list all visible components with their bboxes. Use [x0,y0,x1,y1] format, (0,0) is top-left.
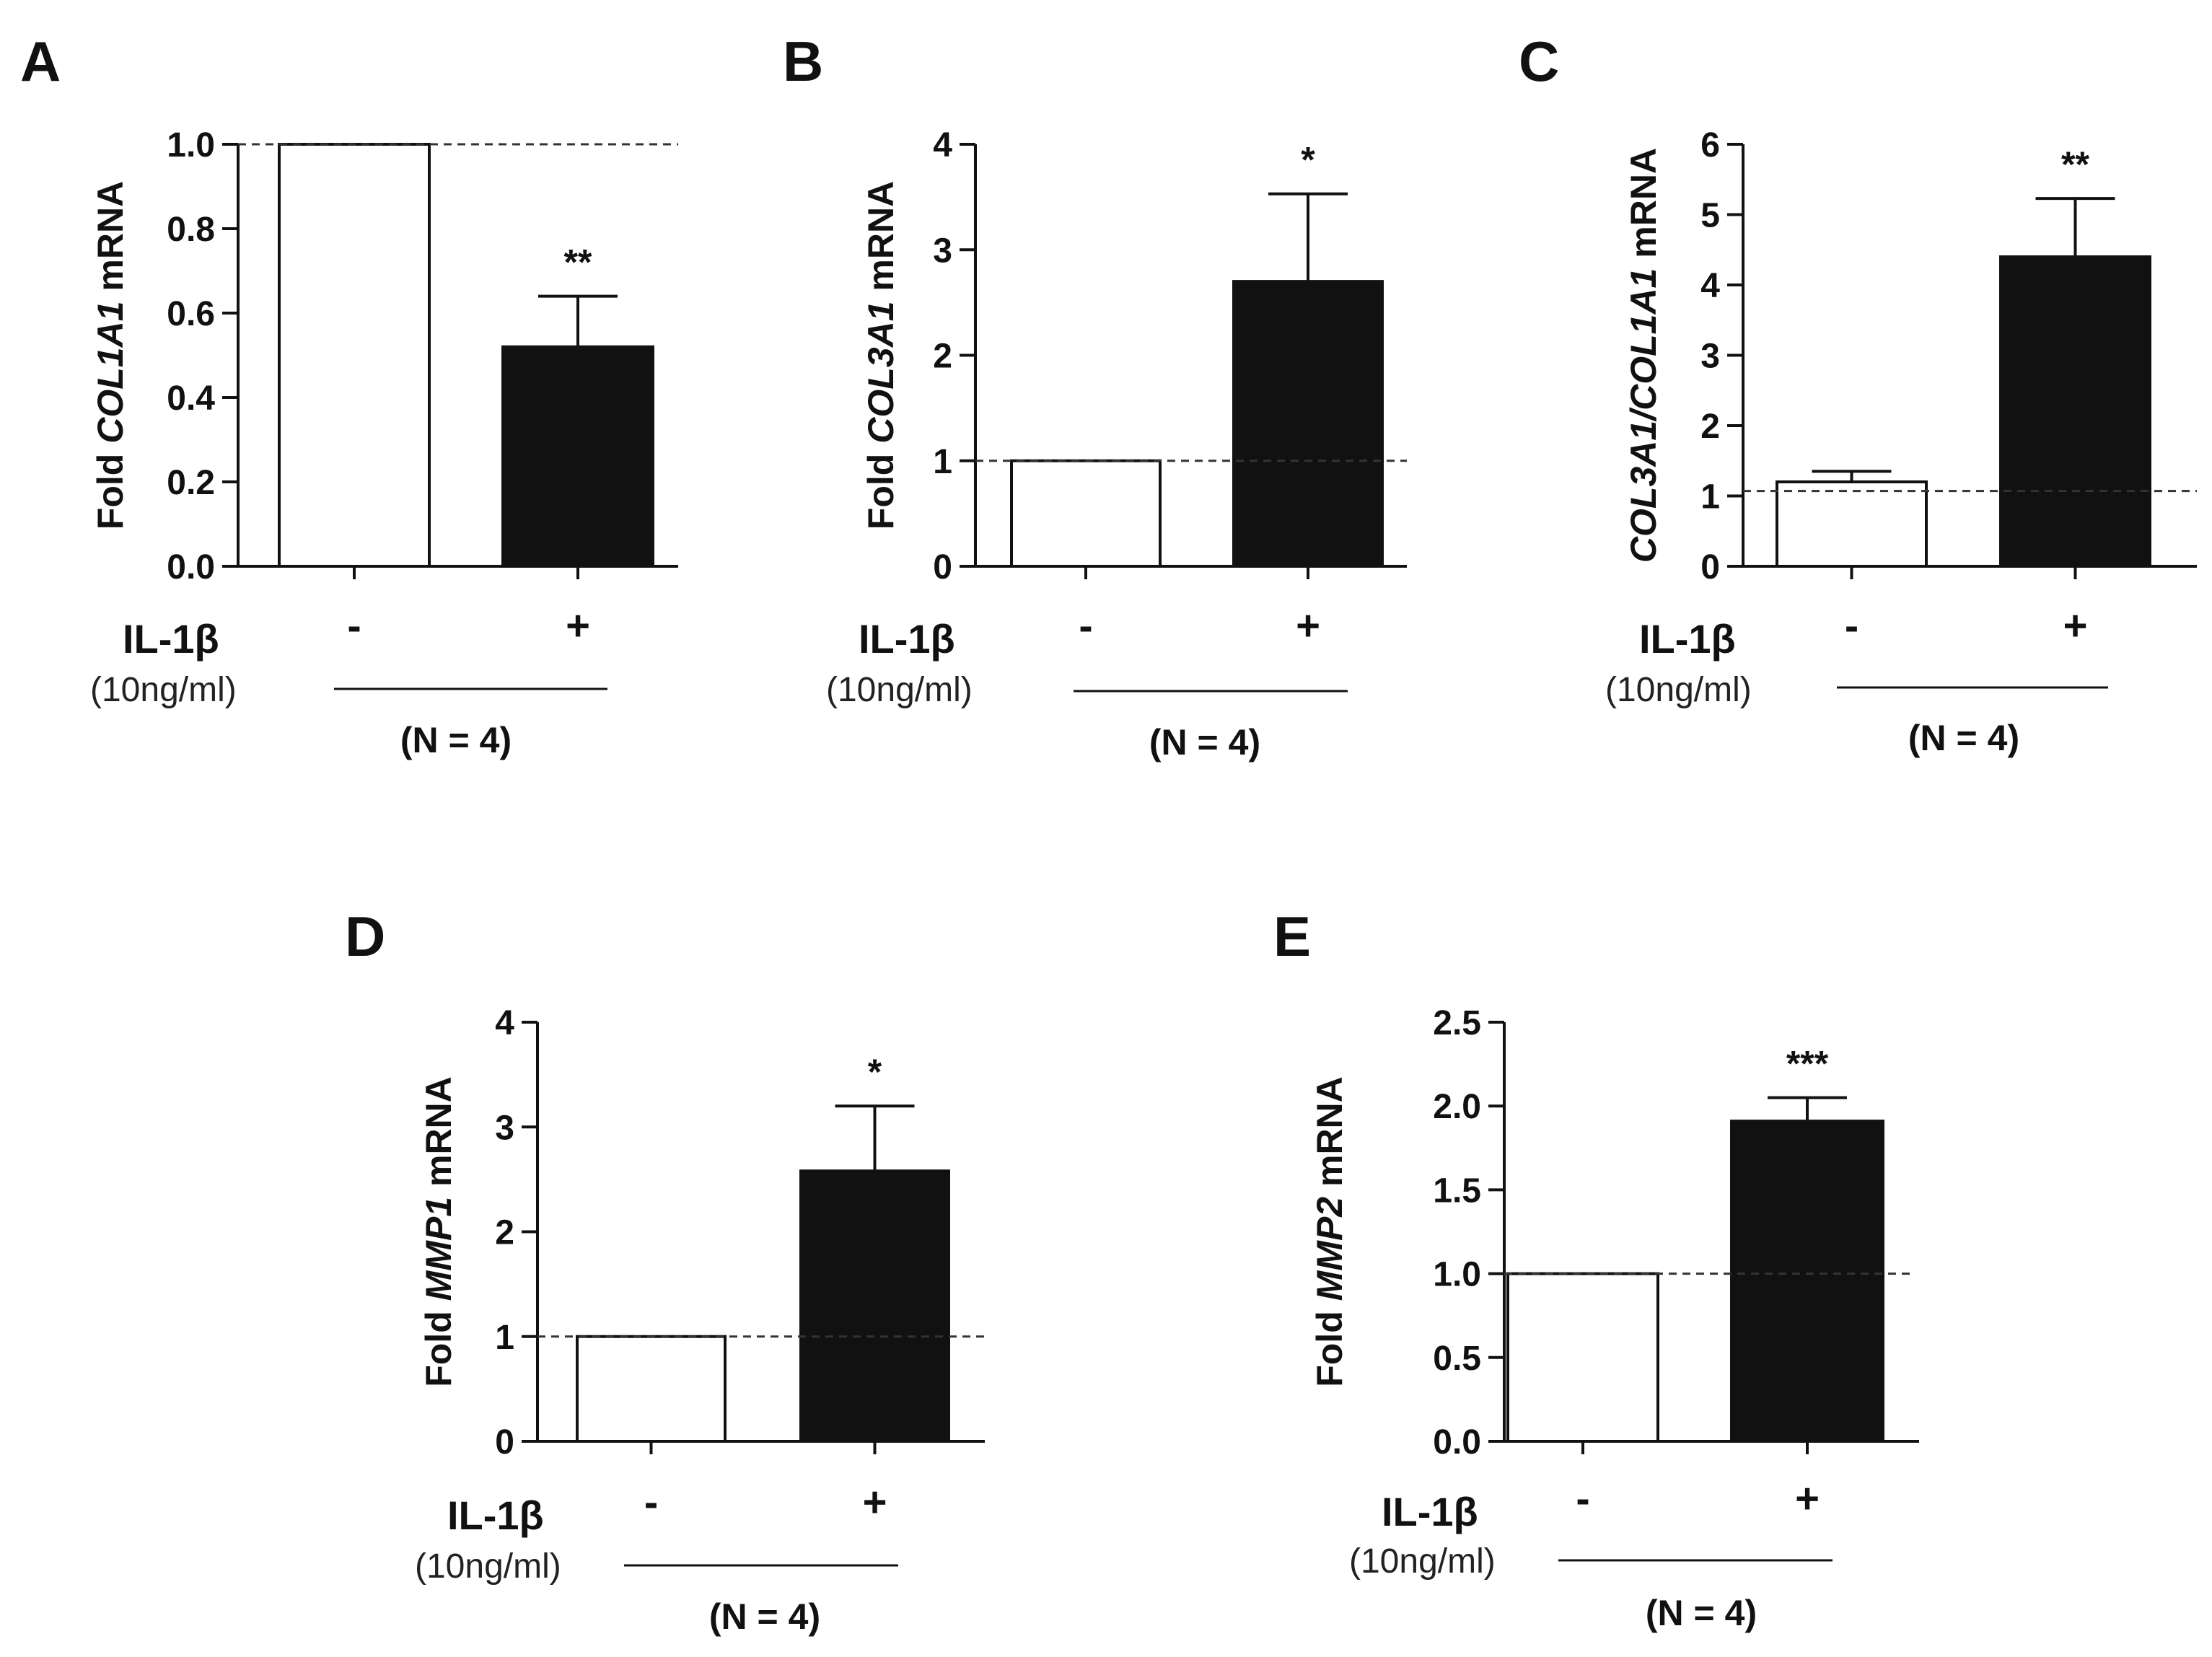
y-tick-label: 2 [1700,408,1720,446]
treatment-label: IL-1β [123,616,219,662]
category-label: + [1795,1475,1820,1522]
category-label: - [347,602,361,649]
sample-size-label: (N = 4) [400,720,512,760]
panel-letter: D [345,905,385,968]
category-label: - [1079,602,1092,649]
y-tick-label: 2 [933,338,952,376]
y-tick-label: 1 [1700,478,1720,517]
category-label: + [566,602,590,649]
treatment-label: IL-1β [1382,1489,1478,1534]
y-tick-label: 0.0 [1433,1423,1481,1462]
bar-control [1506,1272,1659,1443]
panel-letter: A [20,30,61,93]
treatment-label: IL-1β [1639,616,1736,662]
category-label: + [863,1479,887,1526]
sample-size-label: (N = 4) [1149,722,1260,762]
y-tick-label: 2.5 [1433,1004,1481,1042]
bar-il1b [799,1169,950,1443]
bar-control [1776,480,1928,568]
y-tick-label: 0.5 [1433,1340,1481,1378]
y-tick-label: 0 [1700,548,1720,586]
y-tick-label: 0 [933,548,952,586]
y-tick-label: 4 [933,126,952,164]
chart-panel-b: B 0 1 2 3 4 * Fold COL3A1 mRNA - + IL-1β (10ng/ml) (… [783,30,1407,762]
y-tick-label: 0.6 [167,295,215,333]
bar-il1b [501,345,654,568]
category-label: - [1845,602,1858,649]
treatment-label: IL-1β [859,616,955,662]
y-axis-label-part: MMP1 [418,1197,459,1301]
panel-letter: E [1273,905,1311,968]
y-tick-label: 3 [933,232,952,270]
y-tick-label: 4 [1700,267,1720,305]
chart-panel-a: A 0.0 0.2 0.4 0.6 0.8 1.0 ** Fold COL1A1 mRNA - + I… [20,30,678,760]
y-axis-label-part: MMP2 [1309,1197,1350,1301]
y-axis-label: Fold COL3A1 mRNA [861,181,901,529]
y-tick-label: 0.4 [167,379,215,418]
y-tick-label: 0.8 [167,211,215,249]
significance-label: * [868,1052,882,1092]
sample-size-label: (N = 4) [1908,718,2019,758]
y-tick-label: 1.0 [1433,1256,1481,1294]
y-tick-label: 1.0 [167,126,215,164]
y-axis-label-part: mRNA [861,181,901,302]
category-label: + [2063,602,2088,649]
y-axis-label: COL3A1/COL1A1 mRNA [1623,148,1664,563]
y-axis-label-part: Fold [418,1301,459,1386]
sample-size-label: (N = 4) [709,1596,820,1637]
y-axis-label-part: mRNA [90,181,131,302]
bar-control [278,143,431,568]
dose-label: (10ng/ml) [90,671,237,709]
dose-label: (10ng/ml) [1349,1542,1496,1581]
bar-control [576,1335,727,1443]
bar-il1b [1232,280,1384,568]
y-axis-label-part: COL3A1 [861,302,901,444]
category-label: - [1576,1475,1589,1522]
panel-letter: B [783,30,823,93]
dose-label: (10ng/ml) [415,1547,561,1586]
y-axis-label-part: mRNA [1309,1076,1350,1197]
y-tick-label: 0.0 [167,548,215,586]
y-axis-label-part: Fold [1309,1301,1350,1386]
chart-panel-d: D 0 1 2 3 4 * Fold MMP1 mRNA - + IL-1β (10ng/ml) (N … [345,905,985,1637]
y-tick-label: 1 [495,1319,514,1357]
y-axis-label-part: Fold [90,444,131,529]
y-tick-label: 1 [933,443,952,481]
panel-letter: C [1519,30,1559,93]
y-axis-label-part: Fold [861,444,901,529]
y-tick-label: 1.5 [1433,1172,1481,1210]
y-tick-label: 5 [1700,197,1720,235]
category-label: - [644,1479,658,1526]
dose-label: (10ng/ml) [826,671,973,709]
sample-size-label: (N = 4) [1646,1593,1757,1633]
y-axis-label-part: mRNA [1623,148,1664,268]
bar-il1b [1999,255,2151,568]
y-axis-label-part: COL1A1 [90,302,131,444]
treatment-label: IL-1β [447,1493,544,1538]
y-tick-label: 0.2 [167,464,215,502]
y-axis-label: Fold COL1A1 mRNA [90,181,131,529]
bar-il1b [1730,1120,1884,1443]
dose-label: (10ng/ml) [1605,671,1752,709]
significance-label: * [1301,140,1315,180]
y-axis-label: Fold MMP1 mRNA [418,1076,459,1387]
y-tick-label: 3 [495,1109,514,1147]
chart-panel-e: E 0.0 0.5 1.0 1.5 2.0 2.5 *** Fold MMP2 mRNA - + IL… [1273,905,1919,1633]
y-axis-label-part: mRNA [418,1076,459,1197]
chart-panel-c: C 0 1 2 3 4 5 6 ** COL3A1/COL1A1 mRNA - + IL-1β (10ng… [1519,30,2197,758]
y-tick-label: 6 [1700,126,1720,164]
y-tick-label: 4 [495,1004,514,1042]
y-axis-label: Fold MMP2 mRNA [1309,1076,1350,1387]
y-tick-label: 2 [495,1214,514,1252]
y-axis-label-part: COL3A1/COL1A1 [1623,268,1664,563]
y-tick-label: 2.0 [1433,1088,1481,1126]
category-label: + [1296,602,1320,649]
significance-label: *** [1786,1044,1829,1084]
y-tick-label: 3 [1700,338,1720,376]
bar-control [1010,459,1162,568]
y-tick-label: 0 [495,1423,514,1462]
significance-label: ** [564,242,592,283]
significance-label: ** [2061,144,2089,185]
